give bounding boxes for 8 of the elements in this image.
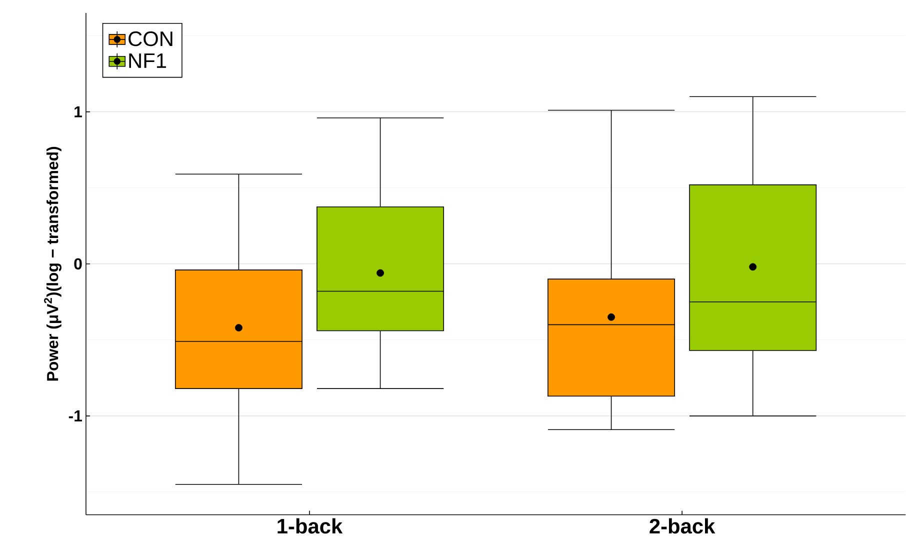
x-tick-label: 2-back [650,518,716,534]
y-tick-label: 0 [74,258,82,270]
legend-label: NF1 [129,54,166,68]
x-tick-label: 1-back [278,518,343,534]
y-tick-label: -1 [68,410,82,422]
y-axis-title: Power (μV$^{2}$)(log − transformed) [44,147,62,381]
y-tick-label: 1 [74,106,82,118]
legend-label: CON [128,32,172,46]
